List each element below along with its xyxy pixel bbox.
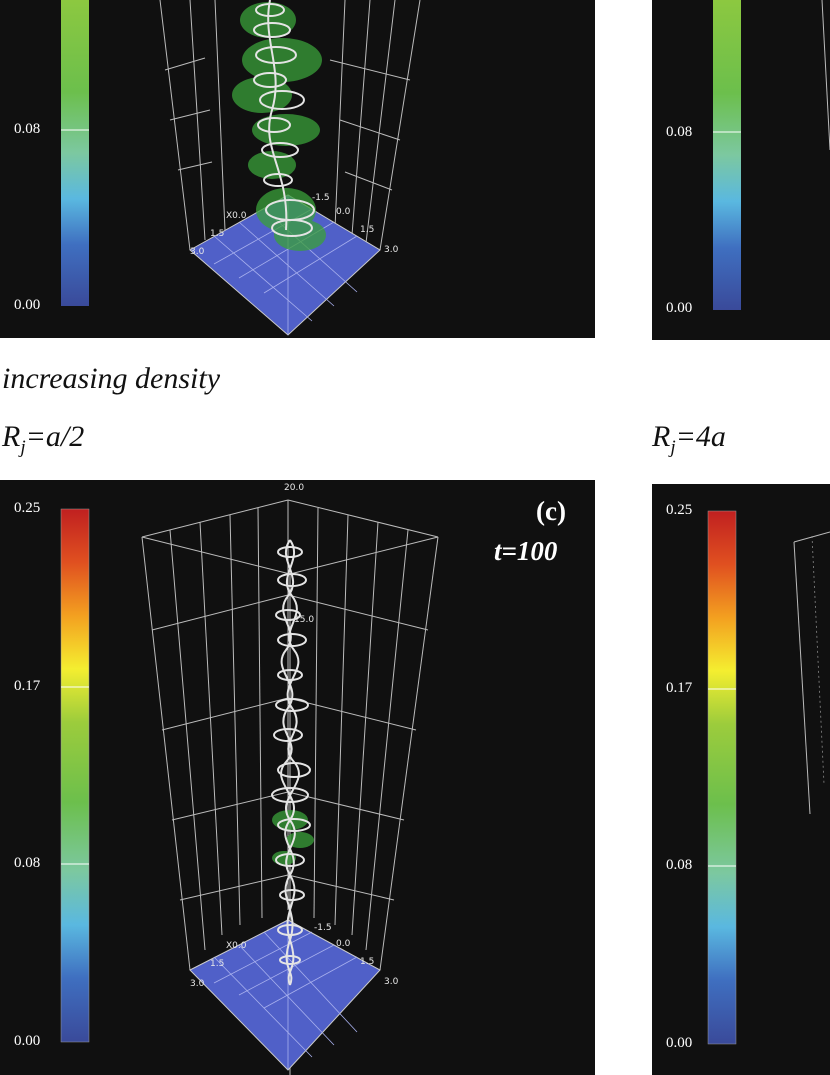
base-plane [189, 919, 381, 1071]
colorbar-label: 0.00 [14, 297, 41, 313]
axis-label: X0.0 [226, 941, 247, 951]
colorbar-label: 0.25 [14, 500, 41, 516]
axis-label: 20.0 [284, 483, 304, 493]
colorbar [61, 0, 89, 306]
caption-right-rest: =4a [675, 420, 726, 453]
colorbar-label: 0.00 [14, 1033, 41, 1049]
axis-label: 15.0 [294, 615, 314, 625]
caption-right: Rj=4a [652, 420, 726, 459]
colorbar-label: 0.08 [666, 857, 693, 873]
flux-tubes [253, 0, 315, 237]
axis-label: 3.0 [384, 977, 399, 987]
axis-label: 1.5 [210, 959, 224, 969]
axis-label: 1.5 [360, 225, 374, 235]
heading-increasing-density: increasing density [2, 362, 221, 395]
axis-label: 3.0 [190, 247, 205, 257]
axis-label: 0.0 [336, 939, 351, 949]
caption-right-sub: j [670, 437, 676, 458]
panel-bottom-right: 0.25 0.17 0.08 0.00 [652, 484, 830, 1075]
colorbar-label: 0.08 [14, 855, 41, 871]
panel-top-left: -1.5 X0.0 1.5 3.0 0.0 1.5 3.0 0.08 0.00 [0, 0, 595, 338]
colorbar-label: 0.00 [666, 1035, 693, 1051]
colorbar [60, 508, 90, 1043]
colorbar-label: 0.08 [14, 121, 41, 137]
colorbar-label: 0.17 [666, 680, 693, 696]
axis-label: 0.0 [336, 207, 351, 217]
wireframe-edge [811, 535, 825, 785]
time-label: t=100 [494, 536, 558, 566]
colorbar-label: 0.25 [666, 502, 693, 518]
caption-left: Rj=a/2 [2, 420, 84, 459]
render-top-left: -1.5 X0.0 1.5 3.0 0.0 1.5 3.0 [61, 0, 421, 336]
colorbar-label: 0.17 [14, 678, 41, 694]
axis-label: -1.5 [312, 193, 330, 203]
render-bottom-right [707, 510, 830, 1045]
panel-top-right: 0.08 0.00 [652, 0, 830, 340]
axis-label: 1.5 [360, 957, 374, 967]
panel-id: (c) [536, 496, 566, 526]
base-plane [189, 194, 381, 336]
caption-left-sub: j [20, 437, 26, 458]
caption-left-rest: =a/2 [25, 420, 85, 453]
caption-left-main: R [2, 420, 21, 453]
panel-bottom-left: 20.0 15.0 -1.5 X0.0 1.5 3.0 0.0 1.5 3.0 … [0, 480, 595, 1075]
caption-right-main: R [652, 420, 671, 453]
axis-label: 3.0 [384, 245, 399, 255]
colorbar-label: 0.00 [666, 300, 693, 316]
colorbar [713, 0, 741, 310]
axis-label: 3.0 [190, 979, 205, 989]
axis-label: -1.5 [314, 923, 332, 933]
render-top-right [713, 0, 830, 310]
wireframe-edge [821, 0, 830, 151]
colorbar [707, 510, 737, 1045]
colorbar-label: 0.08 [666, 124, 693, 140]
wireframe-box [159, 0, 421, 251]
wireframe-edge [793, 541, 811, 815]
axis-label: X0.0 [226, 211, 247, 221]
flux-tubes [271, 539, 311, 986]
render-bottom-left: 20.0 15.0 -1.5 X0.0 1.5 3.0 0.0 1.5 3.0 [60, 483, 439, 1075]
axis-label: 1.5 [210, 229, 224, 239]
